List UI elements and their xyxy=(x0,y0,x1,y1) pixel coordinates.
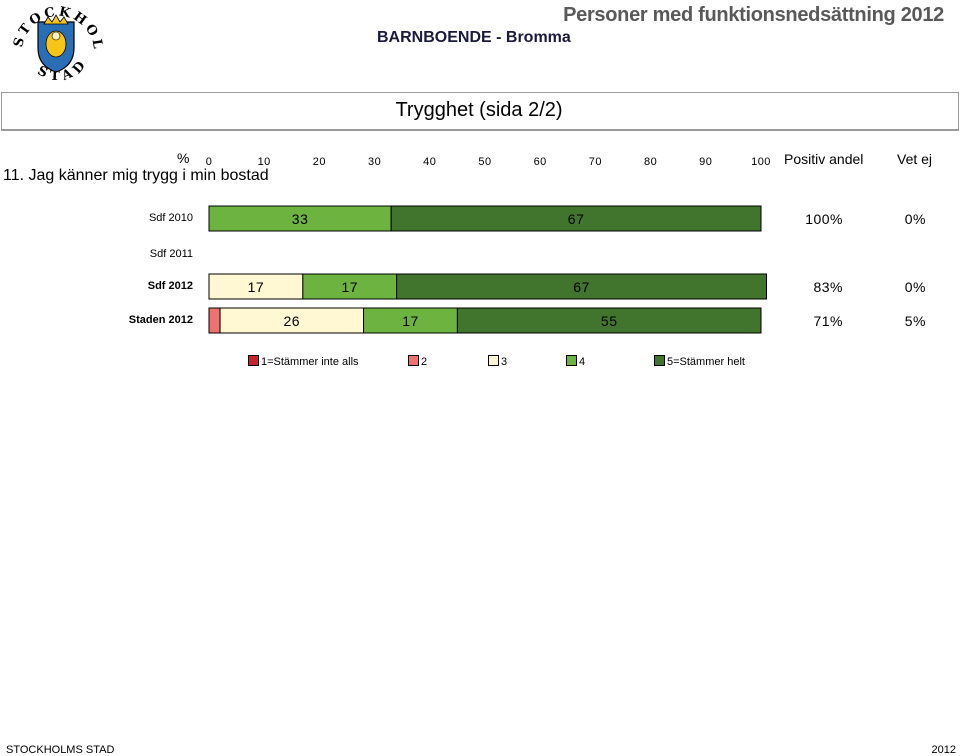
positive-share-value: 100% xyxy=(805,211,843,227)
section-title: Trygghet (sida 2/2) xyxy=(395,99,563,121)
positive-share-header: Positiv andel xyxy=(784,151,864,167)
bar-segment xyxy=(208,273,304,300)
bar-value-label: 26 xyxy=(284,313,301,329)
legend-swatch xyxy=(566,355,577,366)
unknown-share-value: 0% xyxy=(904,211,926,227)
legend-item: 1=Stämmer inte alls xyxy=(248,355,359,368)
bar-value-label: 17 xyxy=(402,313,419,329)
bar-value-label: 17 xyxy=(248,279,265,295)
report-title: Personer med funktionsnedsättning 2012 xyxy=(563,4,944,26)
report-subtitle: BARNBOENDE - Bromma xyxy=(377,29,571,46)
x-tick-label: 40 xyxy=(423,156,437,168)
bar-value-label: 33 xyxy=(292,211,309,227)
category-label: Sdf 2010 xyxy=(148,212,193,224)
bar-segment xyxy=(219,307,365,334)
unknown-share-header: Vet ej xyxy=(897,151,933,167)
x-tick-label: 100 xyxy=(751,156,771,168)
positive-share-value: 83% xyxy=(813,279,843,295)
legend-label: 3 xyxy=(501,356,508,368)
bar-value-label: 17 xyxy=(341,279,358,295)
bar-value-label: 55 xyxy=(601,313,618,329)
legend-swatch xyxy=(248,355,259,366)
x-tick-label: 90 xyxy=(699,156,713,168)
bar-segment xyxy=(456,307,762,334)
footer-organization: STOCKHOLMS STAD xyxy=(6,744,115,756)
legend-item: 4 xyxy=(566,355,585,368)
x-tick-label: 10 xyxy=(257,156,271,168)
x-tick-label: 20 xyxy=(312,156,327,168)
axis-unit-label: % xyxy=(177,150,190,166)
legend-item: 5=Stämmer helt xyxy=(654,355,745,368)
legend-label: 1=Stämmer inte alls xyxy=(261,356,359,368)
bar-segment xyxy=(396,273,768,300)
legend-swatch xyxy=(488,355,499,366)
legend-label: 5=Stämmer helt xyxy=(667,356,745,368)
x-tick-label: 80 xyxy=(643,156,658,168)
section-header-box xyxy=(1,92,959,131)
legend-item: 3 xyxy=(488,355,507,368)
stacked-bar-chart: 33 67 17 17 67 26 17 55 xyxy=(208,205,768,334)
legend-label: 2 xyxy=(421,356,428,368)
stockholm-logo: STOCKHOLMS STAD xyxy=(8,0,102,84)
unknown-share-value: 5% xyxy=(904,313,926,329)
bar-segment xyxy=(208,205,392,232)
category-label: Sdf 2011 xyxy=(149,248,193,260)
unknown-share-value: 0% xyxy=(904,279,926,295)
bar-segment xyxy=(302,273,398,300)
category-label: Sdf 2012 xyxy=(147,280,193,292)
footer-year: 2012 xyxy=(931,744,956,756)
question-text: 11. Jag känner mig trygg i min bostad xyxy=(3,167,269,184)
x-tick-label: 60 xyxy=(533,156,547,168)
legend-item: 2 xyxy=(408,355,427,368)
x-tick-label: 0 xyxy=(205,156,213,168)
x-tick-label: 70 xyxy=(588,156,603,168)
x-tick-label: 30 xyxy=(367,156,382,168)
category-label: Staden 2012 xyxy=(128,314,193,326)
bar-value-label: 67 xyxy=(568,211,585,227)
legend-swatch xyxy=(408,355,419,366)
positive-share-value: 71% xyxy=(813,313,843,329)
bar-segment xyxy=(390,205,762,232)
bar-segment xyxy=(363,307,458,334)
legend-label: 4 xyxy=(579,356,586,368)
legend-swatch xyxy=(654,355,665,366)
bar-value-label: 67 xyxy=(573,279,590,295)
x-tick-label: 50 xyxy=(478,156,492,168)
